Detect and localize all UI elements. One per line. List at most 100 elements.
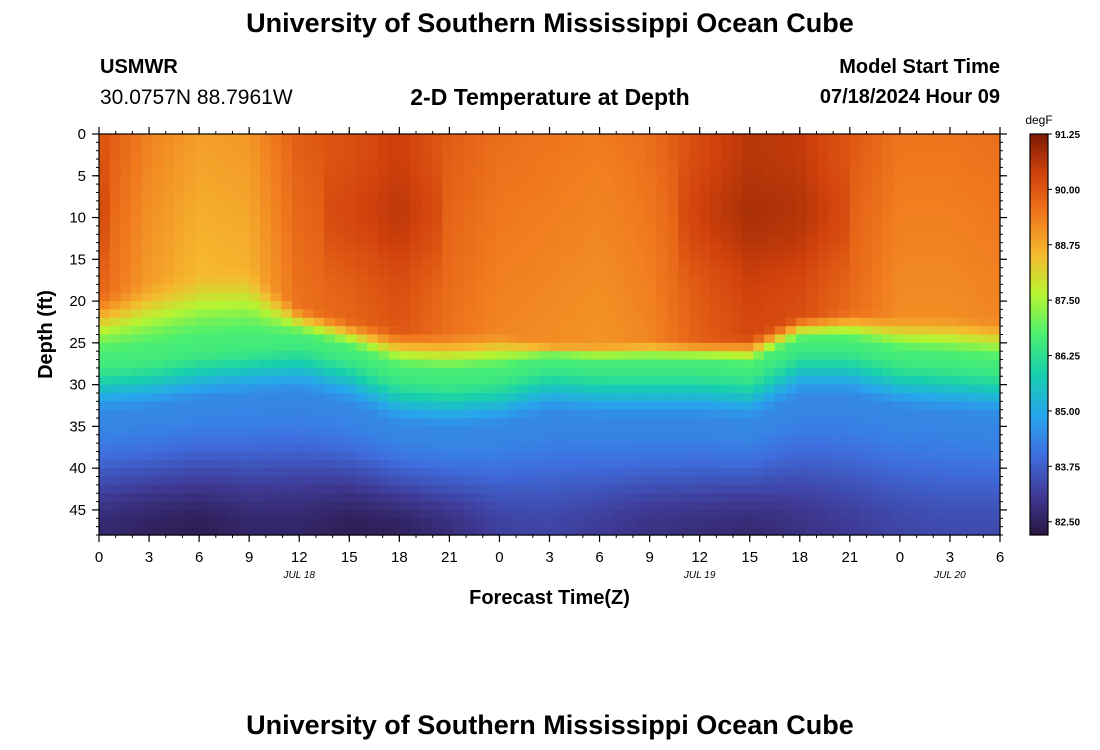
heatmap-cell [946, 501, 958, 511]
heatmap-cell [989, 276, 1001, 285]
heatmap-cell [721, 184, 733, 194]
heatmap-cell [517, 384, 529, 394]
heatmap-cell [849, 493, 862, 503]
heatmap-cell [152, 267, 164, 277]
heatmap-cell [871, 509, 883, 519]
heatmap-cell [485, 234, 497, 244]
heatmap-cell [345, 509, 358, 519]
heatmap-cell [796, 142, 808, 152]
heatmap-cell [860, 367, 872, 377]
heatmap-cell [646, 426, 658, 436]
heatmap-cell [560, 367, 572, 377]
heatmap-cell [452, 426, 465, 436]
heatmap-cell [774, 451, 787, 461]
heatmap-cell [635, 309, 647, 319]
heatmap-cell [163, 209, 175, 219]
heatmap-cell [570, 484, 583, 494]
heatmap-cell [163, 292, 175, 302]
heatmap-cell [592, 342, 604, 352]
heatmap-cell [903, 326, 915, 336]
heatmap-cell [957, 476, 969, 486]
heatmap-cell [152, 175, 164, 185]
heatmap-cell [978, 217, 990, 227]
heatmap-cell [324, 309, 336, 319]
heatmap-cell [452, 409, 465, 419]
heatmap-cell [538, 150, 551, 160]
heatmap-cell [549, 501, 561, 511]
heatmap-cell [152, 367, 164, 377]
heatmap-cell [324, 401, 336, 411]
heatmap-cell [474, 134, 486, 143]
heatmap-cell [699, 342, 711, 352]
heatmap-cell [399, 242, 411, 252]
heatmap-cell [892, 242, 905, 252]
heatmap-cell [195, 509, 207, 519]
heatmap-cell [517, 418, 529, 427]
heatmap-cell [334, 200, 347, 210]
heatmap-cell [431, 301, 443, 311]
heatmap-cell [463, 451, 476, 461]
heatmap-cell [131, 443, 143, 453]
heatmap-cell [410, 175, 422, 185]
heatmap-cell [195, 259, 207, 269]
heatmap-cell [131, 334, 143, 344]
heatmap-cell [967, 384, 980, 394]
heatmap-cell [367, 200, 379, 210]
heatmap-cell [592, 209, 604, 219]
heatmap-cell [613, 459, 626, 469]
heatmap-cell [721, 309, 733, 319]
heatmap-cell [538, 259, 551, 269]
heatmap-cell [206, 451, 218, 461]
heatmap-cell [174, 392, 186, 402]
heatmap-cell [227, 250, 240, 260]
heatmap-cell [957, 175, 969, 185]
heatmap-cell [399, 301, 411, 311]
heatmap-cell [646, 376, 658, 386]
heatmap-cell [978, 409, 990, 419]
heatmap-cell [216, 384, 229, 394]
heatmap-cell [367, 451, 379, 461]
heatmap-cell [646, 234, 658, 244]
heatmap-cell [538, 134, 551, 143]
heatmap-cell [163, 392, 175, 402]
heatmap-cell [989, 426, 1001, 436]
heatmap-cell [152, 384, 164, 394]
heatmap-cell [356, 167, 368, 177]
heatmap-cell [356, 184, 368, 194]
heatmap-cell [560, 184, 572, 194]
x-tick-label: 15 [741, 549, 758, 566]
heatmap-cell [796, 392, 808, 402]
heatmap-cell [646, 342, 658, 352]
heatmap-cell [903, 167, 915, 177]
heatmap-cell [184, 468, 197, 478]
heatmap-cell [517, 184, 529, 194]
heatmap-cell [131, 484, 143, 494]
heatmap-cell [785, 493, 797, 503]
heatmap-cell [828, 167, 840, 177]
heatmap-cell [667, 184, 679, 194]
heatmap-cell [174, 309, 186, 319]
heatmap-cell [635, 401, 647, 411]
heatmap-cell [635, 509, 647, 519]
heatmap-cell [624, 409, 636, 419]
heatmap-cell [120, 501, 132, 511]
heatmap-cell [656, 443, 669, 453]
heatmap-cell [839, 309, 851, 319]
heatmap-cell [764, 301, 776, 311]
heatmap-cell [871, 309, 883, 319]
heatmap-cell [924, 518, 937, 528]
heatmap-cell [485, 142, 497, 152]
heatmap-cell [463, 142, 476, 152]
heatmap-cell [592, 376, 604, 386]
heatmap-cell [978, 292, 990, 302]
heatmap-cell [656, 200, 669, 210]
heatmap-cell [731, 301, 744, 311]
heatmap-cell [152, 351, 164, 361]
heatmap-cell [635, 518, 647, 528]
heatmap-cell [989, 334, 1001, 344]
heatmap-cell [420, 134, 433, 143]
heatmap-cell [367, 526, 379, 536]
heatmap-cell [517, 401, 529, 411]
heatmap-cell [924, 301, 937, 311]
heatmap-cell [667, 276, 679, 285]
